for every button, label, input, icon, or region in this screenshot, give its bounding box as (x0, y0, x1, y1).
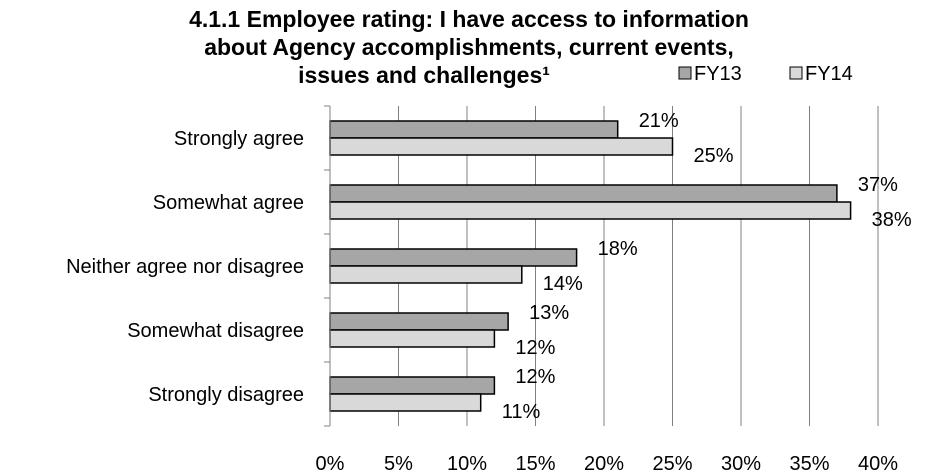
category-label: Strongly agree (174, 128, 304, 150)
category-label: Strongly disagree (148, 384, 304, 406)
x-tick-label: 0% (316, 453, 345, 475)
legend-label-fy13: FY13 (694, 63, 742, 85)
legend-swatch-fy14 (789, 66, 803, 80)
data-label-fy14: 11% (502, 401, 541, 423)
bar-fy14 (329, 329, 496, 348)
x-tick-labels: 0% 5% 10% 15% 20% 25% 30% 35% 40% (316, 453, 899, 475)
data-label-fy14: 25% (694, 145, 734, 167)
x-tick-label: 25% (652, 453, 692, 475)
data-label-fy13: 21% (639, 110, 679, 132)
data-label-fy14: 12% (515, 337, 555, 359)
bar-fy14 (329, 393, 482, 412)
chart-title: 4.1.1 Employee rating: I have access to … (189, 6, 749, 88)
x-tick-label: 30% (721, 453, 761, 475)
category-label: Neither agree nor disagree (66, 256, 304, 278)
x-tick-label: 20% (584, 453, 624, 475)
data-label-fy13: 12% (515, 366, 555, 388)
data-label-fy13: 37% (858, 174, 898, 196)
data-label-fy13: 13% (529, 302, 569, 324)
x-tick-label: 40% (858, 453, 898, 475)
legend: FY13 FY14 (678, 63, 853, 85)
category-labels: Strongly agree Somewhat agree Neither agre… (66, 128, 304, 406)
bar-fy13 (329, 120, 619, 139)
legend-label-fy14: FY14 (805, 63, 853, 85)
title-line-3: issues and challenges¹ (298, 62, 550, 88)
x-tick-label: 15% (515, 453, 555, 475)
title-line-1: 4.1.1 Employee rating: I have access to … (189, 6, 749, 32)
data-label-fy14: 14% (543, 273, 583, 295)
bar-fy13 (329, 248, 578, 267)
bar-fy14 (329, 201, 852, 220)
category-label: Somewhat disagree (127, 320, 304, 342)
bar-fy13 (329, 184, 838, 203)
category-label: Somewhat agree (153, 192, 304, 214)
bar-fy13 (329, 376, 496, 395)
x-tick-label: 35% (789, 453, 829, 475)
data-label-fy14: 38% (872, 209, 912, 231)
bars (329, 120, 852, 412)
x-tick-label: 5% (384, 453, 413, 475)
bar-fy13 (329, 312, 509, 331)
bar-fy14 (329, 137, 674, 156)
axes (324, 105, 331, 427)
bar-fy14 (329, 265, 523, 284)
data-labels: 21% 25% 37% 38% 18% 14% 13% 12% 12% 11% (502, 110, 912, 423)
legend-swatch-fy13 (678, 66, 692, 80)
title-line-2: about Agency accomplishments, current ev… (204, 34, 734, 60)
x-tick-label: 10% (447, 453, 487, 475)
data-label-fy13: 18% (598, 238, 638, 260)
